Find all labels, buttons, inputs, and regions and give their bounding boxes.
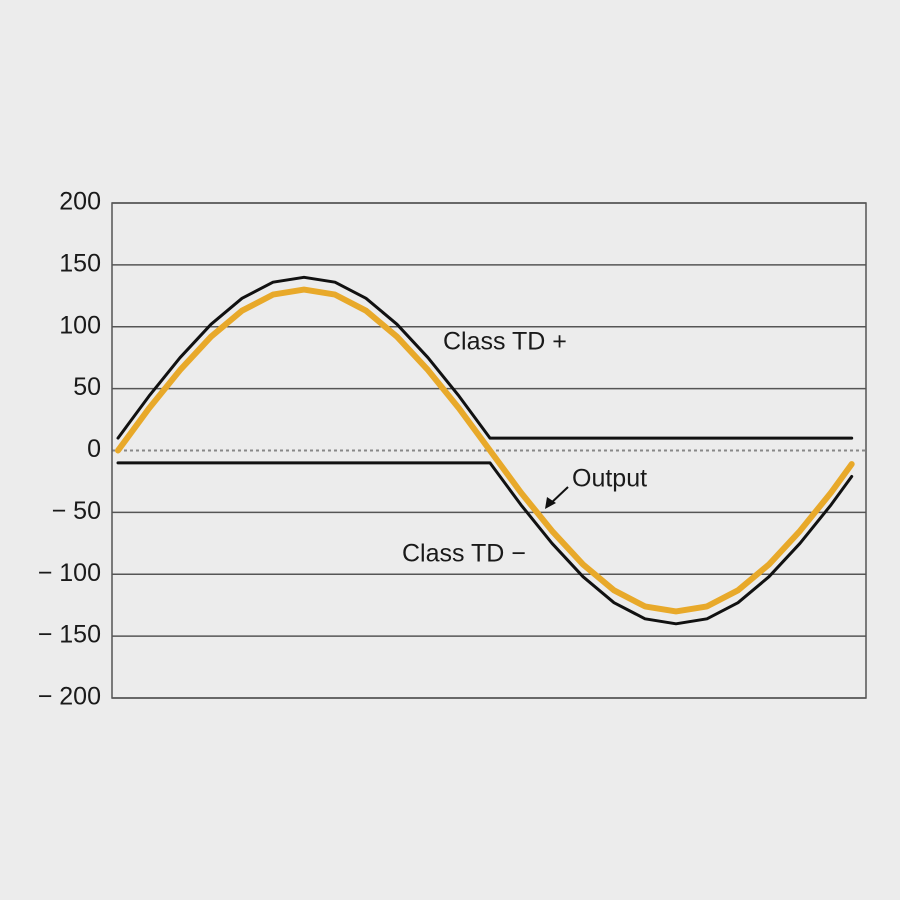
y-tick-label: 0	[87, 435, 101, 463]
y-tick-label: − 150	[38, 621, 101, 649]
series-line	[116, 461, 854, 626]
series-label: Class TD +	[443, 328, 567, 356]
y-tick-label: − 100	[38, 559, 101, 587]
y-tick-label: 50	[73, 373, 101, 401]
y-tick-label: − 200	[38, 683, 101, 711]
series-label: Class TD −	[402, 540, 526, 568]
y-tick-label: 200	[59, 188, 101, 216]
plot-frame	[111, 202, 867, 699]
y-tick-label: 100	[59, 311, 101, 339]
series-line	[116, 275, 854, 440]
arrow-head	[545, 497, 556, 509]
labels: 200 150 100 50 0 − 50 − 100 − 150 − 200 Class TD …	[38, 188, 647, 711]
series-line	[115, 286, 855, 615]
y-tick-label: − 50	[52, 497, 101, 525]
lines	[115, 275, 855, 626]
series-label: Output	[572, 465, 647, 493]
y-tick-label: 150	[59, 249, 101, 277]
